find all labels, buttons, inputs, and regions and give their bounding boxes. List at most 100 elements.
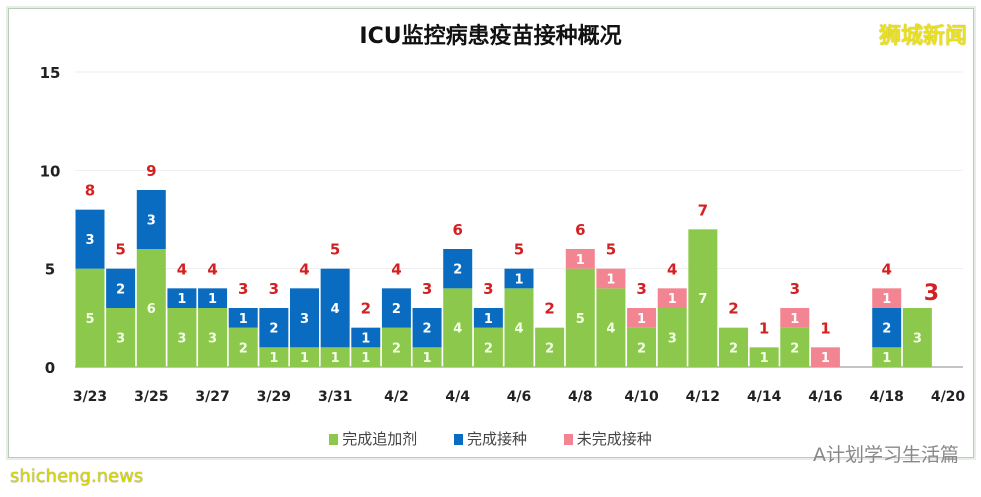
segment-label: 1 <box>361 351 370 366</box>
segment-label: 1 <box>300 351 309 366</box>
bar-segment <box>872 308 902 348</box>
bar-segment <box>504 268 534 289</box>
chart-title: ICU监控病患疫苗接种概况 <box>359 24 622 49</box>
segment-label: 1 <box>239 312 248 327</box>
x-tick-label: 4/2 <box>384 389 409 405</box>
x-tick-label: 4/16 <box>808 389 842 405</box>
total-label: 2 <box>544 300 554 318</box>
total-label: 1 <box>820 319 830 337</box>
x-tick-label: 3/31 <box>318 389 352 405</box>
x-tick-label: 3/25 <box>134 389 168 405</box>
bar-segment <box>136 249 166 367</box>
bar-segment <box>75 268 105 367</box>
bar-segment <box>780 308 810 328</box>
bar-segment <box>198 308 228 367</box>
bar-segment <box>259 347 289 367</box>
bar-segment <box>351 347 381 367</box>
segment-label: 1 <box>668 292 677 307</box>
total-label: 4 <box>207 260 217 278</box>
segment-label: 1 <box>760 351 769 366</box>
bar-segment <box>320 268 350 348</box>
bar-chart: 0510155383/233256393/253143143/272131233… <box>40 64 966 405</box>
segment-label: 2 <box>729 341 738 356</box>
segment-label: 3 <box>668 332 677 347</box>
bar-segment <box>473 308 503 328</box>
bar-segment <box>320 347 350 367</box>
segment-label: 2 <box>484 341 493 356</box>
watermark-bottom-right: A计划学习生活篇 <box>813 444 959 466</box>
bar-segment <box>228 308 258 328</box>
segment-label: 2 <box>392 341 401 356</box>
segment-label: 1 <box>882 292 891 307</box>
chart-frame <box>8 8 974 458</box>
bar-segment <box>504 288 534 367</box>
x-tick-label: 4/14 <box>747 389 782 405</box>
y-tick-label: 15 <box>40 64 61 82</box>
legend-swatch <box>563 434 573 445</box>
segment-label: 2 <box>116 282 125 297</box>
bar-segment <box>780 327 810 367</box>
total-label: 3 <box>790 280 800 298</box>
bar-segment <box>627 308 657 328</box>
total-label: 5 <box>330 241 340 259</box>
x-tick-label: 4/12 <box>686 389 720 405</box>
total-label: 3 <box>238 280 248 298</box>
segment-label: 4 <box>331 302 340 317</box>
total-label: 5 <box>514 241 524 259</box>
total-label: 3 <box>636 280 646 298</box>
bar-segment <box>719 327 748 367</box>
segment-label: 2 <box>637 341 646 356</box>
segment-label: 1 <box>484 312 493 327</box>
bar-segment <box>351 327 381 348</box>
legend-item-booster: 完成追加剂 <box>329 430 417 448</box>
segment-label: 4 <box>606 322 615 337</box>
bar-segment <box>167 288 197 308</box>
total-label: 2 <box>728 300 738 318</box>
total-label: 3 <box>269 280 279 298</box>
bar-segment <box>565 268 595 367</box>
segment-label: 1 <box>361 332 370 347</box>
segment-label: 1 <box>576 253 585 268</box>
bar-segment <box>872 288 902 308</box>
total-label: 8 <box>85 182 95 200</box>
total-label: 7 <box>698 201 708 219</box>
x-tick-label: 3/23 <box>73 389 107 405</box>
total-label: 1 <box>759 319 769 337</box>
bar-segment <box>688 229 718 367</box>
bar-segment <box>412 347 442 367</box>
total-label: 3 <box>924 281 939 306</box>
segment-label: 6 <box>147 302 156 317</box>
bar-segment <box>473 327 503 367</box>
legend-label: 未完成接种 <box>576 430 652 448</box>
x-tick-label: 4/4 <box>445 389 470 405</box>
bar-segment <box>75 209 105 269</box>
segment-label: 5 <box>85 312 94 327</box>
segment-label: 2 <box>453 263 462 278</box>
watermark-top-right: 狮城新闻 <box>878 24 967 49</box>
segment-label: 2 <box>423 322 432 337</box>
bar-segment <box>535 327 565 367</box>
bar-segment <box>872 347 902 367</box>
bar-segment <box>596 268 626 289</box>
total-label: 4 <box>177 260 187 278</box>
x-tick-label: 4/6 <box>507 389 532 405</box>
bar-segment <box>902 308 932 367</box>
segment-label: 2 <box>545 341 554 356</box>
bar-segment <box>627 327 657 367</box>
bar-segment <box>810 347 840 367</box>
legend-swatch <box>453 434 463 445</box>
segment-label: 3 <box>208 332 217 347</box>
total-label: 4 <box>881 260 891 278</box>
total-label: 3 <box>422 280 432 298</box>
segment-label: 3 <box>300 312 309 327</box>
bar-segment <box>228 327 258 367</box>
legend-label: 完成接种 <box>466 430 527 448</box>
total-label: 5 <box>115 241 125 259</box>
segment-label: 1 <box>269 351 278 366</box>
bar-segment <box>106 268 136 308</box>
segment-label: 1 <box>637 312 646 327</box>
segment-label: 3 <box>147 214 156 229</box>
total-label: 9 <box>146 162 156 180</box>
bar-segment <box>596 288 626 367</box>
segment-label: 1 <box>331 351 340 366</box>
